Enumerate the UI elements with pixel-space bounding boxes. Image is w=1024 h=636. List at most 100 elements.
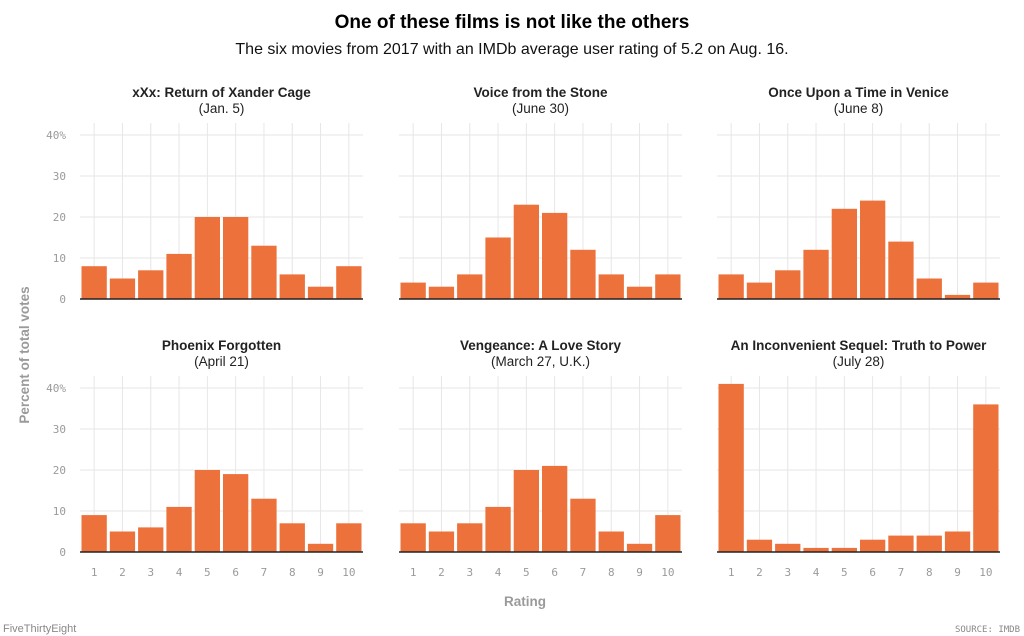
bar <box>598 531 624 552</box>
x-tick-label: 7 <box>261 566 268 579</box>
bar <box>916 535 942 552</box>
x-tick-label: 3 <box>466 566 473 579</box>
x-axis-label: Rating <box>504 594 546 609</box>
bar <box>428 531 455 552</box>
y-tick-label: 10 <box>53 505 66 518</box>
x-tick-label: 2 <box>119 566 126 579</box>
bar <box>973 282 999 299</box>
x-tick-label: 5 <box>841 566 848 579</box>
x-tick-label: 4 <box>813 566 820 579</box>
y-axis-label: Percent of total votes <box>17 286 32 423</box>
panel-title: An Inconvenient Sequel: Truth to Power <box>731 338 988 353</box>
panel-subtitle: (March 27, U.K.) <box>491 354 590 369</box>
bar <box>860 200 886 299</box>
bar <box>336 266 362 299</box>
bar <box>718 383 744 552</box>
panel-subtitle: (Jan. 5) <box>199 101 245 116</box>
x-tick-label: 9 <box>954 566 961 579</box>
footer-source: SOURCE: IMDB <box>955 625 1020 635</box>
bar <box>513 470 539 552</box>
bar <box>109 531 136 552</box>
panel-subtitle: (July 28) <box>833 354 885 369</box>
x-tick-label: 4 <box>176 566 183 579</box>
bar <box>570 249 596 299</box>
x-tick-label: 7 <box>898 566 905 579</box>
bar <box>803 249 829 299</box>
bar <box>279 523 305 552</box>
bar <box>428 286 455 299</box>
bar <box>746 282 773 299</box>
bar <box>746 539 773 552</box>
bar <box>223 474 249 552</box>
x-tick-label: 6 <box>869 566 876 579</box>
x-tick-label: 4 <box>495 566 502 579</box>
panel-title: xXx: Return of Xander Cage <box>132 85 311 100</box>
x-tick-label: 9 <box>317 566 324 579</box>
bar <box>626 286 653 299</box>
bar <box>307 286 334 299</box>
y-tick-label: 0 <box>59 546 66 559</box>
bar <box>626 543 653 552</box>
bar <box>542 212 568 299</box>
x-tick-label: 6 <box>551 566 558 579</box>
x-tick-label: 1 <box>410 566 417 579</box>
panel-6: An Inconvenient Sequel: Truth to Power(J… <box>717 338 1000 579</box>
panel-4: Phoenix Forgotten(April 21) 0 10 20 30 40% 1 2 3… <box>46 338 363 579</box>
bar <box>831 547 857 552</box>
panel-title: Vengeance: A Love Story <box>460 338 622 353</box>
bar <box>973 404 999 552</box>
panels-group: xXx: Return of Xander Cage(Jan. 5)010203… <box>46 85 1000 579</box>
x-tick-label: 3 <box>147 566 154 579</box>
x-tick-label: 9 <box>636 566 643 579</box>
bar <box>775 543 801 552</box>
bar <box>916 278 942 299</box>
bar <box>513 204 539 299</box>
x-tick-label: 2 <box>756 566 763 579</box>
bar <box>279 274 305 299</box>
bar <box>803 547 829 552</box>
panel-subtitle: (June 8) <box>834 101 884 116</box>
x-tick-label: 7 <box>580 566 587 579</box>
bar <box>888 535 914 552</box>
bar <box>485 237 511 299</box>
bar <box>81 515 107 552</box>
x-tick-label: 3 <box>784 566 791 579</box>
panel-title: Once Upon a Time in Venice <box>768 85 949 100</box>
bar <box>655 274 681 299</box>
bar <box>457 274 483 299</box>
x-tick-label: 6 <box>232 566 239 579</box>
panel-3: Once Upon a Time in Venice(June 8) <box>717 85 1000 300</box>
bar <box>138 270 164 299</box>
y-tick-label: 20 <box>53 464 66 477</box>
x-tick-label: 10 <box>342 566 355 579</box>
y-tick-label: 40% <box>46 382 66 395</box>
bar <box>485 506 511 552</box>
panel-title: Voice from the Stone <box>473 85 608 100</box>
x-tick-label: 10 <box>661 566 674 579</box>
bar <box>307 543 334 552</box>
y-tick-label: 30 <box>53 423 66 436</box>
chart-title: One of these films is not like the other… <box>335 12 690 33</box>
bar <box>860 539 886 552</box>
y-tick-label: 0 <box>59 293 66 306</box>
bar <box>944 531 971 552</box>
x-tick-label: 1 <box>91 566 98 579</box>
x-tick-label: 10 <box>979 566 992 579</box>
bar <box>336 523 362 552</box>
x-tick-label: 8 <box>289 566 296 579</box>
y-tick-label: 10 <box>53 252 66 265</box>
x-tick-label: 2 <box>438 566 445 579</box>
bar <box>194 470 220 552</box>
panel-subtitle: (June 30) <box>512 101 569 116</box>
x-tick-label: 8 <box>608 566 615 579</box>
panel-2: Voice from the Stone(June 30) <box>399 85 682 300</box>
y-tick-label: 40% <box>46 129 66 142</box>
bar <box>457 523 483 552</box>
bar <box>251 498 277 552</box>
y-tick-label: 20 <box>53 211 66 224</box>
bar <box>888 241 914 299</box>
bar <box>542 465 568 552</box>
panel-title: Phoenix Forgotten <box>162 338 281 353</box>
bar <box>223 217 249 299</box>
